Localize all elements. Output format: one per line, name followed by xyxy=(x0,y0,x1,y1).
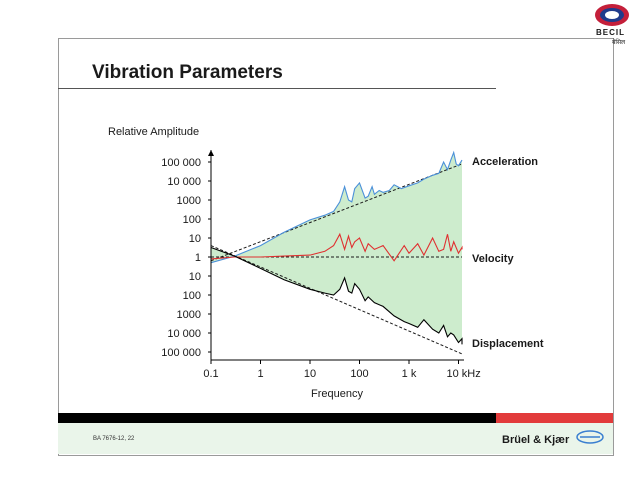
slide-title: Vibration Parameters xyxy=(92,62,283,83)
title-divider xyxy=(58,88,496,89)
x-tick-label: 100 xyxy=(350,368,368,380)
series-line-velocity xyxy=(210,232,463,262)
footer-bar-red xyxy=(496,413,613,423)
y-tick-label: 10 000 xyxy=(167,176,201,188)
series-label-displacement: Displacement xyxy=(472,338,544,350)
x-tick-label: 10 kHz xyxy=(447,368,481,380)
y-tick-label: 1 xyxy=(195,252,201,264)
y-axis-arrow-icon xyxy=(208,150,214,156)
y-tick-label: 10 xyxy=(189,271,201,283)
series-label-velocity: Velocity xyxy=(472,253,514,265)
x-axis-label: Frequency xyxy=(311,388,363,400)
y-axis-label: Relative Amplitude xyxy=(108,126,199,138)
logo-name: BECIL xyxy=(596,28,625,37)
y-tick-label: 10 000 xyxy=(167,328,201,340)
trend-line-displacement xyxy=(210,245,463,355)
footer-band xyxy=(58,423,613,454)
y-tick-label: 100 000 xyxy=(161,347,201,359)
footer-code: BA 7676-12, 22 xyxy=(93,436,135,442)
y-tick-label: 100 xyxy=(183,214,201,226)
series-line-displacement xyxy=(210,246,463,345)
brand-logo-icon xyxy=(576,430,604,444)
y-tick-label: 1000 xyxy=(177,195,201,207)
brand-name: Brüel & Kjær xyxy=(502,434,570,446)
y-tick-label: 100 000 xyxy=(161,157,201,169)
logo-subtitle: बेसिल xyxy=(612,40,626,46)
chart-fill-area xyxy=(211,152,462,345)
y-tick-label: 10 xyxy=(189,233,201,245)
footer-bar-black xyxy=(58,413,496,423)
x-tick-label: 0.1 xyxy=(203,368,218,380)
x-tick-label: 1 k xyxy=(402,368,417,380)
becil-logo-icon xyxy=(595,4,629,26)
y-tick-label: 1000 xyxy=(177,309,201,321)
y-tick-label: 100 xyxy=(183,290,201,302)
x-tick-label: 1 xyxy=(257,368,263,380)
x-tick-label: 10 xyxy=(304,368,316,380)
series-label-acceleration: Acceleration xyxy=(472,156,538,168)
series-line-acceleration xyxy=(210,150,463,264)
